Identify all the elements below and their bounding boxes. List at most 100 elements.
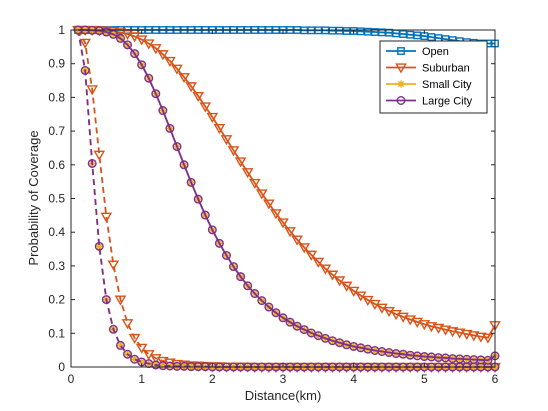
series-suburban-point — [206, 112, 219, 123]
x-tick-label: 1 — [138, 372, 145, 386]
series-suburban-point — [453, 328, 466, 339]
legend-swatch-marker — [395, 63, 407, 74]
series-suburban-point — [298, 243, 311, 254]
dashed-series-2-point — [115, 340, 125, 350]
series-large-city-point — [207, 225, 217, 235]
series-suburban-line — [78, 29, 496, 339]
series-suburban-point — [439, 325, 452, 336]
series-large-city-point — [236, 272, 246, 282]
axes-layer: 0 1 2 3 4 5 6 0 0.1 0.2 0.3 0.4 0.5 0.6 0.7 0.8 0.9 1 — [48, 23, 498, 386]
legend-label: Open — [422, 46, 449, 58]
series-large-city-point — [292, 321, 302, 331]
series-suburban-point — [241, 168, 254, 179]
series-large-city-point — [186, 177, 196, 187]
series-large-city-point — [299, 325, 309, 335]
series-large-city-point — [229, 262, 239, 272]
series-suburban — [72, 25, 501, 344]
series-suburban-point — [220, 135, 233, 146]
legend-label: Small City — [422, 79, 472, 91]
series-suburban-point — [446, 327, 459, 338]
dashed-series-2-point — [94, 241, 104, 251]
series-suburban-point — [305, 250, 318, 261]
series-suburban-point — [277, 218, 289, 229]
series-suburban-point — [418, 320, 431, 331]
series-suburban-point — [312, 257, 325, 268]
series-suburban-point — [142, 39, 155, 50]
series-large-city-point — [250, 289, 260, 299]
dashed-series-0-point — [178, 360, 190, 371]
dashed-series-0-point — [121, 319, 134, 330]
series-large-city-point — [200, 210, 210, 220]
series-large-city-point — [193, 194, 203, 204]
series-large-city-point — [108, 29, 118, 39]
series-suburban-point — [234, 157, 247, 168]
dashed-series-0-point — [86, 85, 99, 96]
series-large-city-point — [137, 60, 147, 70]
series-suburban-point — [467, 331, 480, 342]
y-tick-label: 0.9 — [48, 57, 65, 71]
legend-item: Large City — [386, 96, 473, 108]
series-large-city-point — [221, 250, 231, 260]
dashed-series-1-point — [180, 362, 188, 370]
x-tick-label: 3 — [280, 372, 287, 386]
y-tick-label: 0.3 — [48, 259, 65, 273]
series-large-city-point — [172, 142, 182, 152]
series-suburban-point — [178, 73, 190, 84]
dashed-series-0-point — [149, 354, 162, 365]
series-suburban-point — [425, 322, 438, 333]
dashed-series-1-point — [131, 355, 139, 363]
x-tick-label: 6 — [492, 372, 499, 386]
series-suburban-point — [326, 270, 339, 281]
dashed-series-2-point — [108, 324, 118, 334]
series-suburban-point — [213, 123, 226, 135]
y-tick-label: 0.7 — [48, 124, 65, 138]
series-large-city-point — [264, 302, 274, 312]
legend-label: Large City — [422, 96, 473, 108]
dashed-series-2-point — [80, 65, 90, 75]
series-suburban-point — [149, 44, 162, 55]
dashed-series-1-point — [95, 242, 103, 250]
dashed-series-0-point — [128, 333, 141, 345]
series-large-city-point — [285, 317, 295, 327]
legend-swatch-marker — [397, 80, 405, 88]
legend: Open Suburban Small City Large City — [379, 40, 488, 114]
series-suburban-point — [192, 91, 205, 103]
x-tick-label: 4 — [350, 372, 357, 386]
dashed-series-1-point — [116, 341, 125, 350]
series-large-city-point — [179, 160, 189, 170]
series-suburban-point — [347, 286, 360, 297]
series-suburban-point — [475, 332, 487, 343]
legend-item: Suburban — [386, 63, 470, 75]
dashed-series-0-point — [93, 150, 106, 161]
series-suburban-point — [248, 178, 261, 190]
x-tick-label: 0 — [68, 372, 75, 386]
y-axis-title: Probability of Coverage — [26, 130, 41, 265]
series-large-city-point — [278, 313, 288, 323]
series-suburban-point — [319, 264, 332, 275]
dashed-series-0-point — [107, 260, 120, 271]
dashed-series-0-point — [135, 343, 148, 354]
series-suburban-point — [340, 281, 353, 292]
series-suburban-point — [270, 209, 282, 220]
series-large-city-point — [257, 296, 267, 306]
dashed-series-0-point — [157, 356, 169, 367]
series-suburban-point — [227, 146, 240, 157]
dashed-series-0-point — [114, 295, 127, 306]
legend-item: Open — [386, 46, 449, 58]
dashed-series-2-point — [101, 295, 111, 305]
series-suburban-point — [397, 312, 409, 323]
series-suburban-point — [460, 329, 473, 340]
series-large-city-point — [123, 40, 133, 50]
dashed-series-2-point — [123, 349, 133, 359]
series-large-city-point — [271, 308, 281, 318]
x-tick-label: 2 — [209, 372, 216, 386]
series-suburban-point — [121, 29, 134, 41]
series-large-city-point — [483, 355, 493, 365]
series-large-city-point — [243, 281, 253, 291]
series-large-city-point — [165, 123, 175, 133]
dashed-series-2-point — [87, 158, 97, 168]
y-tick-label: 0 — [58, 360, 65, 374]
x-axis-title: Distance(km) — [245, 388, 322, 403]
dashed-series-1-point — [159, 362, 167, 370]
series-suburban-point — [291, 235, 303, 246]
